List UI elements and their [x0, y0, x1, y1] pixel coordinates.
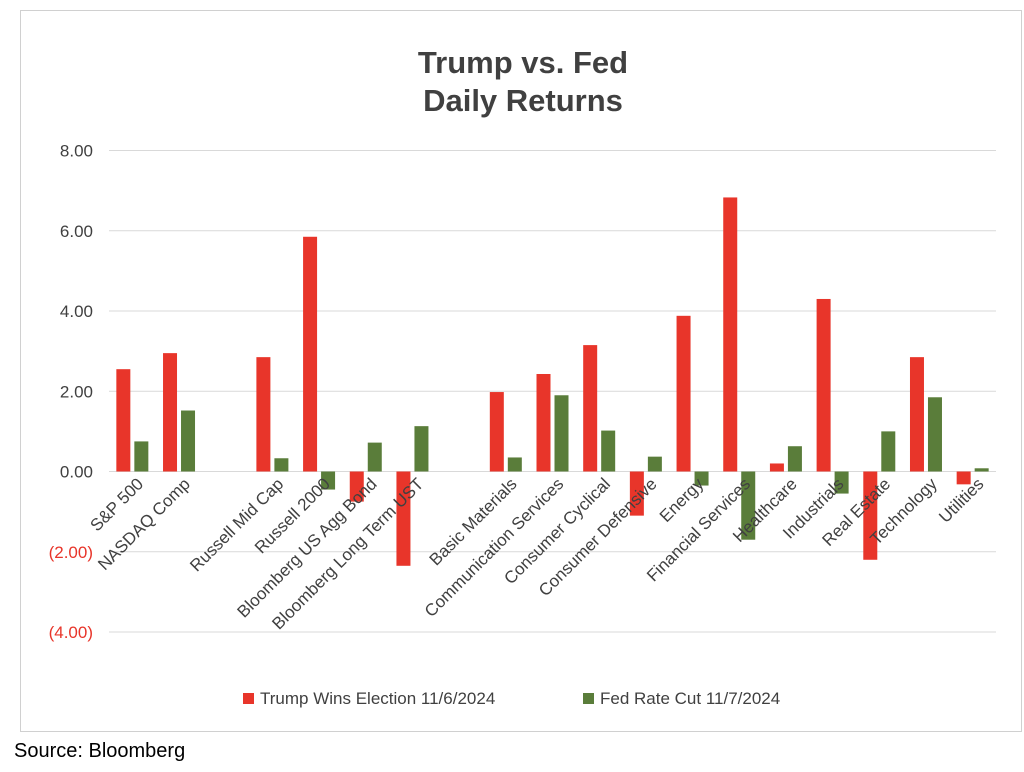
bar-trump [163, 353, 178, 472]
bar-fed [367, 442, 382, 472]
bar-trump [909, 357, 924, 472]
bar-trump [723, 197, 738, 472]
bar-fed [274, 458, 289, 472]
chart-frame: Trump vs. Fed Daily Returns 8.00 6.00 4.00 2.… [20, 10, 1022, 732]
y-tick-label: 4.00 [60, 302, 93, 321]
legend-swatch [583, 693, 594, 704]
bar-trump [116, 369, 131, 472]
bar-trump [489, 392, 504, 472]
y-tick-label: (2.00) [49, 543, 93, 562]
y-tick-label: (4.00) [49, 623, 93, 642]
chart-title-line: Trump vs. Fed [418, 45, 628, 80]
bar-fed [974, 468, 989, 472]
bar-fed [787, 446, 802, 472]
chart-title-line: Daily Returns [423, 83, 623, 118]
bar-fed [741, 471, 756, 540]
bar-fed [601, 430, 616, 472]
bar-trump [583, 345, 598, 472]
y-tick-label: 0.00 [60, 463, 93, 482]
bar-fed [694, 471, 709, 486]
bar-fed [181, 410, 196, 472]
bar-fed [134, 441, 149, 472]
bar-fed [554, 395, 569, 472]
bar-fed [321, 471, 336, 490]
bar-fed [834, 471, 849, 494]
bar-trump [536, 373, 551, 472]
legend-swatch [243, 693, 254, 704]
bar-trump [256, 357, 271, 472]
bar-fed [507, 457, 522, 472]
bar-trump [676, 315, 691, 472]
bar-fed [414, 426, 429, 472]
y-tick-label: 2.00 [60, 382, 93, 401]
y-tick-label: 6.00 [60, 222, 93, 241]
bar-fed [881, 431, 896, 472]
bar-trump [629, 471, 644, 516]
bar-trump [303, 236, 318, 472]
legend-label: Trump Wins Election 11/6/2024 [260, 689, 495, 708]
bar-trump [769, 463, 784, 472]
bar-trump [816, 298, 831, 472]
legend-label: Fed Rate Cut 11/7/2024 [600, 689, 780, 708]
source-note: Source: Bloomberg [14, 740, 186, 762]
bar-fed [647, 456, 662, 472]
y-tick-label: 8.00 [60, 142, 93, 161]
bar-trump [349, 471, 364, 502]
bar-fed [927, 397, 942, 472]
bar-trump [863, 471, 878, 560]
bar-trump [956, 471, 971, 485]
bar-trump [396, 471, 411, 566]
